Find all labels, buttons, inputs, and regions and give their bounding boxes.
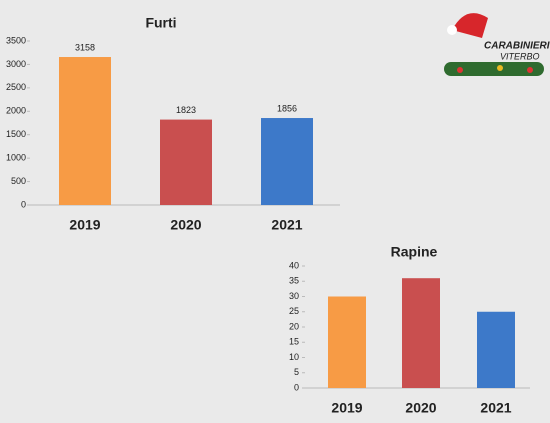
ornament [457,67,463,73]
bar [402,278,440,388]
y-tick-label: 10 [289,352,299,362]
bar [261,118,313,205]
y-tick-label: 1500 [6,129,26,139]
y-tick-label: 2500 [6,82,26,92]
y-tick-label: 25 [289,306,299,316]
y-tick-label: 3500 [6,35,26,45]
x-tick-label: 2021 [271,217,302,233]
x-tick-label: 2021 [480,400,511,416]
y-tick-label: 20 [289,321,299,331]
santa-hat [452,13,488,38]
logo: CARABINIERI VITERBO [444,13,550,76]
x-tick-label: 2020 [405,400,436,416]
chart-title: Rapine [391,244,438,260]
y-tick-label: 0 [21,199,26,209]
data-label: 1823 [176,105,196,115]
y-tick-label: 40 [289,260,299,270]
bar [328,296,366,388]
y-tick-label: 3000 [6,59,26,69]
logo-line2: VITERBO [500,51,540,61]
ornament [527,67,533,73]
ornament [497,65,503,71]
y-tick-label: 1000 [6,153,26,163]
data-label: 3158 [75,42,95,52]
garland [444,62,544,76]
y-tick-label: 5 [294,367,299,377]
x-tick-label: 2019 [69,217,100,233]
bar [59,57,111,205]
y-tick-label: 500 [11,176,26,186]
y-tick-label: 35 [289,276,299,286]
x-tick-label: 2019 [331,400,362,416]
data-label: 1856 [277,103,297,113]
y-tick-label: 30 [289,291,299,301]
y-tick-label: 15 [289,337,299,347]
bar [160,119,212,205]
x-tick-label: 2020 [170,217,201,233]
hat-pom [447,25,457,35]
y-tick-label: 0 [294,382,299,392]
logo-line1: CARABINIERI [484,41,550,52]
bar [477,311,515,388]
chart-title: Furti [145,15,176,31]
y-tick-label: 2000 [6,106,26,116]
